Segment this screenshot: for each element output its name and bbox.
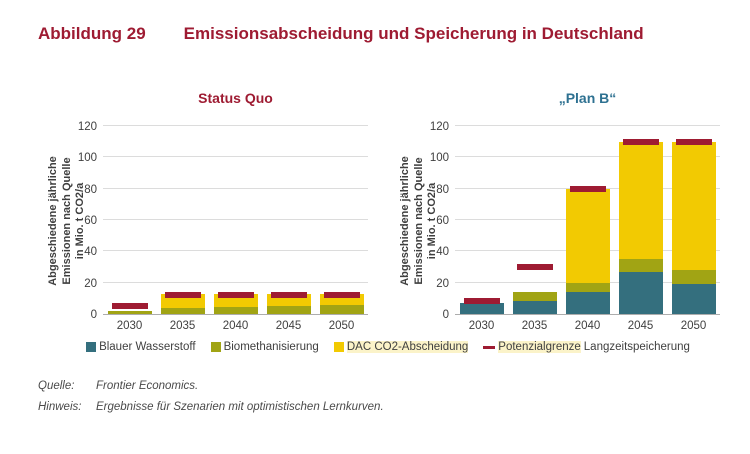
bar-segment <box>618 259 663 272</box>
x-tick-label: 2035 <box>169 320 196 332</box>
limit-marker <box>270 292 307 299</box>
legend-label: Blauer Wasserstoff <box>99 341 196 353</box>
legend-square-swatch <box>333 342 344 352</box>
legend-square-swatch <box>210 342 221 352</box>
y-tick-label: 100 <box>77 152 97 165</box>
bar-segment <box>565 292 610 314</box>
legend-item: DAC CO2-Abscheidung <box>333 341 469 353</box>
bar-segment <box>618 141 663 260</box>
chart-title: „Plan B“ <box>558 90 617 106</box>
bar-segment <box>671 141 716 271</box>
legend-label: DAC CO2-Abscheidung <box>346 341 469 353</box>
y-tick-label: 100 <box>429 152 449 165</box>
legend-dash-swatch <box>483 345 496 349</box>
legend-item: Blauer Wasserstoff <box>86 341 196 353</box>
limit-marker <box>164 292 201 299</box>
legend-label: Potenzialgrenze <box>498 341 581 353</box>
gridline <box>103 219 368 220</box>
limit-marker <box>516 264 553 270</box>
bar-segment <box>565 188 610 283</box>
y-tick-label: 80 <box>84 183 97 196</box>
bar-segment <box>618 271 663 314</box>
footnote-source-text: Frontier Economics. <box>96 380 199 392</box>
x-tick-label: 2035 <box>521 320 548 332</box>
x-tick-label: 2030 <box>468 320 495 332</box>
x-tick-label: 2045 <box>627 320 654 332</box>
y-tick-label: 0 <box>90 309 97 321</box>
footnote-note: Hinweis: Ergebnisse für Szenarien mit op… <box>38 397 384 418</box>
plot-area <box>455 125 720 315</box>
footnote-note-label: Hinweis: <box>38 401 82 413</box>
y-tick-label: 40 <box>84 246 97 259</box>
y-tick-label: 20 <box>436 277 449 290</box>
limit-marker <box>463 298 500 305</box>
y-tick-label: 80 <box>436 183 449 196</box>
bar-segment <box>512 301 557 314</box>
chart-status-quo: Status Quo Abgeschiedene jährliche Emissio… <box>35 85 380 337</box>
limit-marker <box>569 185 606 192</box>
gridline <box>103 156 368 158</box>
bar-segment <box>266 294 311 307</box>
x-tick-label: 2040 <box>222 320 249 332</box>
figure-number: Abbildung 29 <box>38 24 146 43</box>
bar-segment <box>565 282 610 293</box>
legend-item: Potenzialgrenze Langzeitspeicherung <box>483 341 690 353</box>
bar-segment <box>107 310 152 314</box>
y-tick-label: 120 <box>77 121 97 133</box>
gridline <box>103 250 368 252</box>
legend: Blauer Wasserstoff Biomethanisierung DAC C… <box>0 341 750 353</box>
legend-label: Biomethanisierung <box>223 341 319 353</box>
x-tick-label: 2030 <box>116 320 143 332</box>
y-tick-label: 60 <box>436 215 449 227</box>
bar-segment <box>213 306 258 314</box>
bar-segment <box>266 306 311 314</box>
y-tick-label: 0 <box>442 309 449 321</box>
y-tick-label: 60 <box>84 215 97 227</box>
limit-marker <box>622 138 659 145</box>
bar-segment <box>319 304 364 314</box>
limit-marker <box>675 138 712 145</box>
x-tick-label: 2045 <box>275 320 302 332</box>
y-tick-label: 40 <box>436 246 449 259</box>
gridline <box>103 125 368 126</box>
gridline <box>103 187 368 189</box>
x-tick-label: 2040 <box>574 320 601 332</box>
chart-title: Status Quo <box>198 90 273 106</box>
y-tick-label: 120 <box>429 121 449 133</box>
gridline <box>455 156 720 158</box>
limit-marker <box>217 292 254 299</box>
plot-area <box>103 125 368 315</box>
bar-segment <box>512 292 557 302</box>
x-tick-label: 2050 <box>328 320 355 332</box>
bar-segment <box>160 307 205 314</box>
legend-label: Langzeitspeicherung <box>583 341 690 353</box>
footnote-source-label: Quelle: <box>38 380 75 392</box>
bar-segment <box>671 284 716 314</box>
bar-segment <box>319 294 364 305</box>
gridline <box>455 125 720 126</box>
limit-marker <box>323 292 360 299</box>
footnote-source: Quelle: Frontier Economics. <box>38 376 384 397</box>
y-tick-label: 20 <box>84 277 97 290</box>
bar-segment <box>671 270 716 285</box>
chart-plan-b: „Plan B“ Abgeschiedene jährliche Emissione… <box>387 85 732 337</box>
x-tick-label: 2050 <box>680 320 707 332</box>
limit-marker <box>111 303 148 310</box>
figure-caption: Emissionsabscheidung und Speicherung in … <box>183 24 644 43</box>
gridline <box>103 281 368 283</box>
bar-segment <box>459 303 504 314</box>
figure-title: Abbildung 29 Emissionsabscheidung und Sp… <box>38 24 644 44</box>
legend-item: Biomethanisierung <box>210 341 319 353</box>
footnotes: Quelle: Frontier Economics. Hinweis: Erg… <box>38 376 384 418</box>
charts-row: Status Quo Abgeschiedene jährliche Emissio… <box>35 85 732 337</box>
footnote-note-text: Ergebnisse für Szenarien mit optimistisc… <box>96 401 384 413</box>
legend-square-swatch <box>86 342 97 352</box>
